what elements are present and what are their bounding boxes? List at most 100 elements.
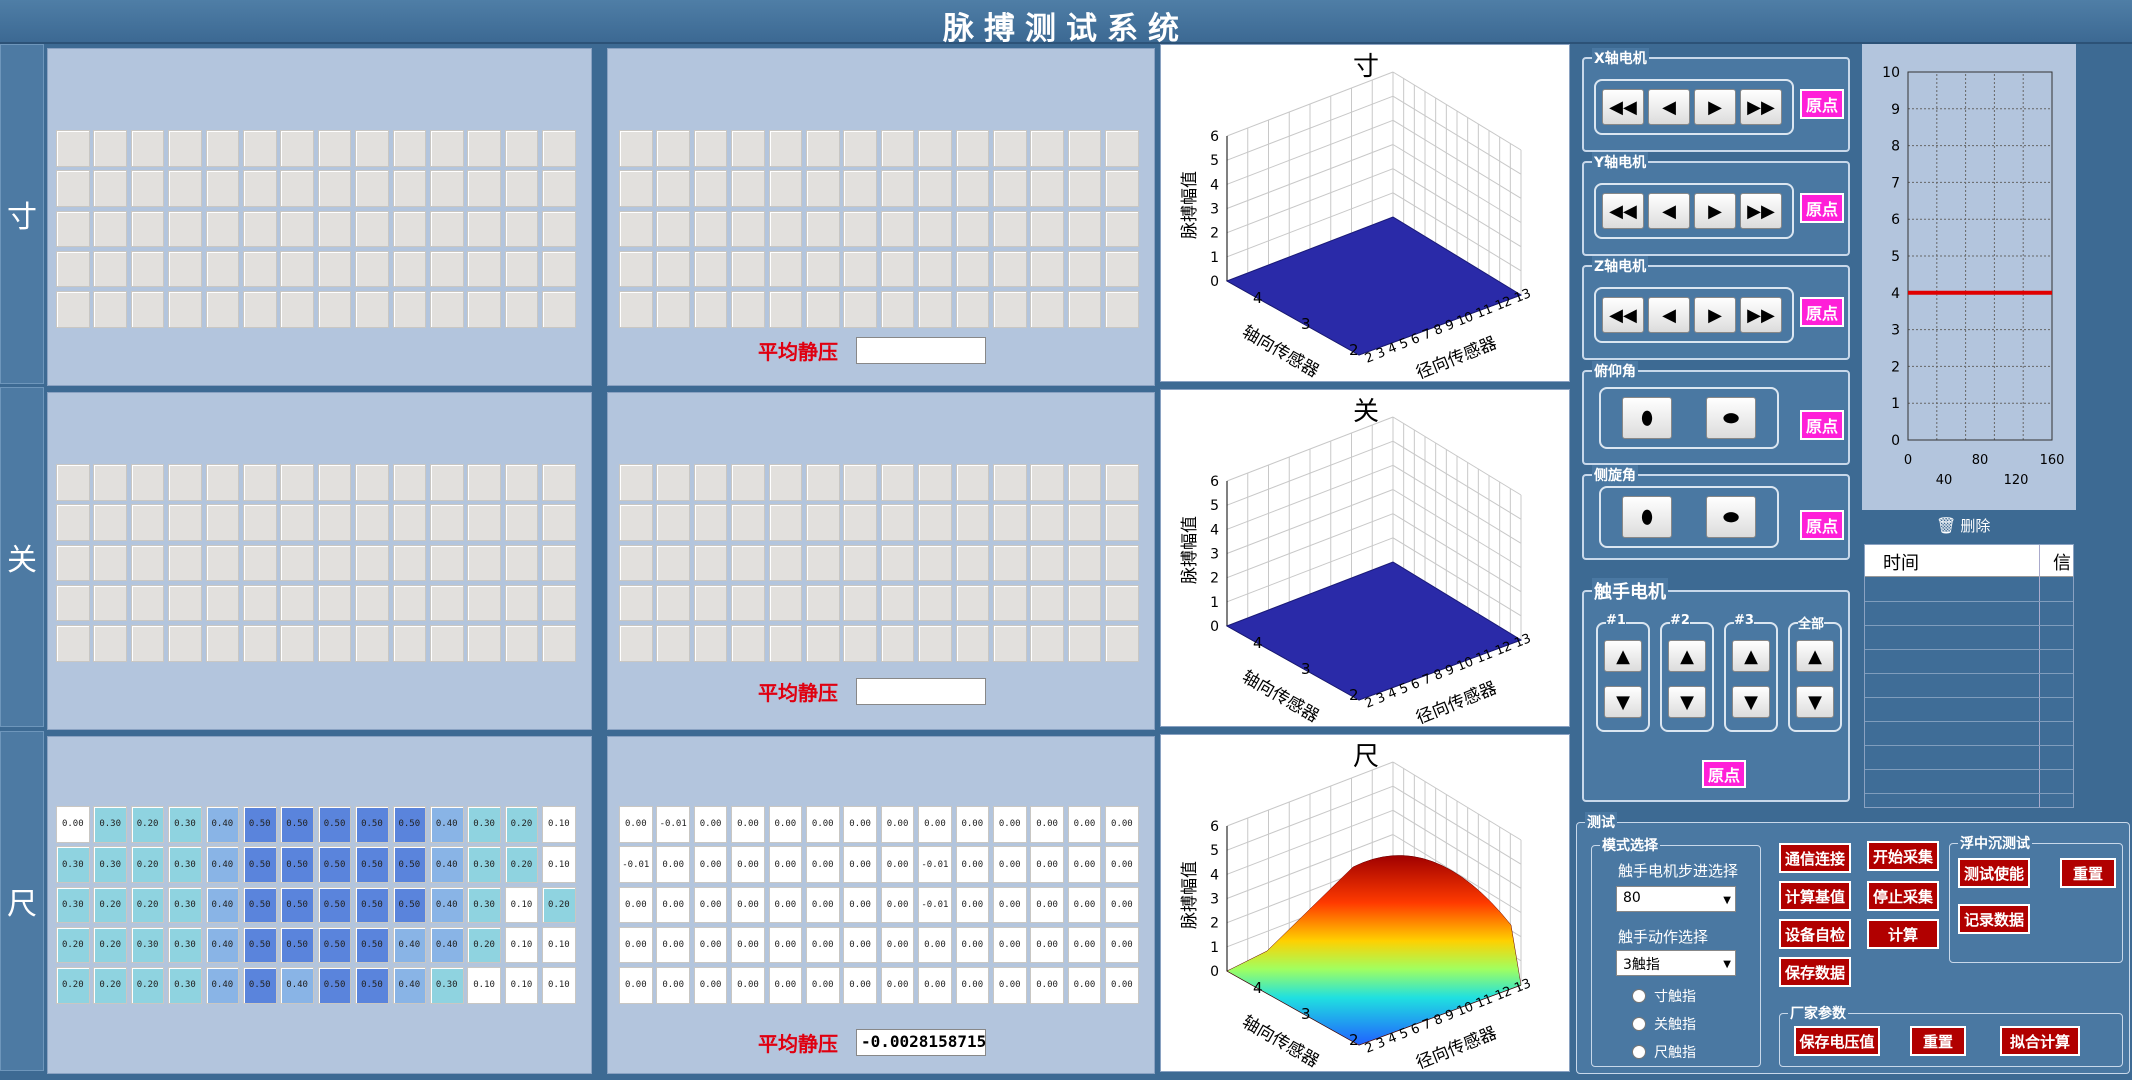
sensor-cell bbox=[880, 250, 915, 288]
row-label-cun: 寸 bbox=[0, 44, 44, 384]
sensor-cell bbox=[918, 544, 952, 582]
cun-pressure-field[interactable] bbox=[856, 337, 986, 364]
down-arrow-button[interactable]: ▼ bbox=[1732, 686, 1770, 718]
radio-chi[interactable]: 尺触指 bbox=[1632, 1042, 1696, 1062]
sensor-cell bbox=[205, 130, 240, 167]
roll-left-button[interactable]: ⬮ bbox=[1622, 496, 1672, 538]
sensor-cell: 0.50 bbox=[280, 806, 314, 843]
up-arrow-button[interactable]: ▲ bbox=[1796, 640, 1834, 672]
sensor-cell bbox=[918, 625, 952, 662]
factory-reset-button[interactable]: 重置 bbox=[1910, 1026, 1966, 1056]
float-label: 浮中沉测试 bbox=[1958, 833, 2032, 853]
fast-back-button[interactable]: ◀◀ bbox=[1602, 297, 1644, 333]
sensor-cell bbox=[1067, 504, 1102, 541]
delete-button[interactable]: 🗑 删除 bbox=[1936, 512, 2006, 538]
down-arrow-button[interactable]: ▼ bbox=[1604, 686, 1642, 718]
radio-cun[interactable]: 寸触指 bbox=[1632, 986, 1696, 1006]
sensor-cell: 0.30 bbox=[467, 846, 501, 883]
sensor-cell bbox=[992, 130, 1027, 167]
pitch-down-button[interactable]: ⬬ bbox=[1706, 397, 1756, 439]
step-forward-button[interactable]: ▶ bbox=[1694, 193, 1736, 229]
sensor-cell bbox=[355, 464, 389, 501]
roll-right-button[interactable]: ⬬ bbox=[1706, 496, 1756, 538]
sensor-cell bbox=[1105, 544, 1139, 582]
touch-origin-button[interactable]: 原点 bbox=[1702, 760, 1746, 788]
sensor-cell bbox=[56, 130, 90, 167]
stop-collect-button[interactable]: 停止采集 bbox=[1867, 881, 1939, 911]
sensor-cell bbox=[242, 130, 277, 167]
touch-col-label: #2 bbox=[1670, 613, 1690, 628]
sensor-cell bbox=[242, 291, 277, 328]
step-select[interactable]: 80 ▼ bbox=[1616, 886, 1736, 912]
pressure-label: 平均静压 bbox=[758, 340, 838, 364]
fit-calc-button[interactable]: 拟合计算 bbox=[2000, 1026, 2080, 1056]
roll-origin-button[interactable]: 原点 bbox=[1800, 510, 1844, 540]
sensor-cell bbox=[693, 291, 728, 328]
guan-pressure-field[interactable] bbox=[856, 678, 986, 705]
step-forward-button[interactable]: ▶ bbox=[1694, 89, 1736, 125]
record-data-button[interactable]: 记录数据 bbox=[1958, 904, 2030, 934]
calc-baseline-button[interactable]: 计算基值 bbox=[1779, 881, 1851, 911]
save-voltage-button[interactable]: 保存电压值 bbox=[1794, 1026, 1880, 1056]
connect-button[interactable]: 通信连接 bbox=[1779, 843, 1851, 873]
fast-back-button[interactable]: ◀◀ bbox=[1602, 193, 1644, 229]
action-select[interactable]: 3触指 ▼ bbox=[1616, 950, 1736, 976]
sensor-cell bbox=[56, 544, 90, 582]
pitch-origin-button[interactable]: 原点 bbox=[1800, 410, 1844, 440]
up-arrow-button[interactable]: ▲ bbox=[1604, 640, 1642, 672]
test-enable-button[interactable]: 测试使能 bbox=[1958, 858, 2030, 888]
step-back-button[interactable]: ◀ bbox=[1648, 297, 1690, 333]
radio-guan[interactable]: 关触指 bbox=[1632, 1014, 1696, 1034]
chi-pressure-field[interactable]: -0.0028158715 bbox=[856, 1029, 986, 1056]
step-forward-button[interactable]: ▶ bbox=[1694, 297, 1736, 333]
z-tick-label: 4 bbox=[1210, 522, 1219, 538]
self-check-button[interactable]: 设备自检 bbox=[1779, 919, 1851, 949]
start-collect-button[interactable]: 开始采集 bbox=[1867, 841, 1939, 871]
sensor-cell bbox=[205, 170, 240, 207]
sensor-cell bbox=[1105, 625, 1139, 662]
save-data-button[interactable]: 保存数据 bbox=[1779, 957, 1851, 987]
sensor-cell bbox=[504, 130, 539, 167]
sensor-cell: 0.00 bbox=[955, 926, 990, 964]
sensor-cell bbox=[693, 544, 728, 582]
up-arrow-button[interactable]: ▲ bbox=[1732, 640, 1770, 672]
z-origin-button[interactable]: 原点 bbox=[1800, 297, 1844, 327]
sensor-cell bbox=[805, 250, 840, 288]
x-tick-label: 4 bbox=[1253, 634, 1263, 652]
fast-back-button[interactable]: ◀◀ bbox=[1602, 89, 1644, 125]
fast-forward-button[interactable]: ▶▶ bbox=[1740, 297, 1782, 333]
sensor-cell: 0.50 bbox=[355, 967, 389, 1004]
down-arrow-button[interactable]: ▼ bbox=[1796, 686, 1834, 718]
chi-right-grid: 0.00 -0.01 0.00 0.00 0.00 0.00 0.00 0.00 0.00 0.0… bbox=[619, 806, 1139, 1004]
pitch-up-button[interactable]: ⬮ bbox=[1622, 397, 1672, 439]
sensor-cell bbox=[619, 625, 653, 662]
z-tick-label: 5 bbox=[1210, 498, 1219, 514]
y-tick-label: 3 bbox=[1891, 323, 1900, 339]
step-back-button[interactable]: ◀ bbox=[1648, 89, 1690, 125]
z-tick-label: 2 bbox=[1210, 226, 1219, 242]
x-origin-button[interactable]: 原点 bbox=[1800, 89, 1844, 119]
fast-forward-button[interactable]: ▶▶ bbox=[1740, 89, 1782, 125]
sensor-cell: 0.00 bbox=[880, 806, 915, 843]
sensor-cell: 0.00 bbox=[1067, 926, 1102, 964]
fast-forward-button[interactable]: ▶▶ bbox=[1740, 193, 1782, 229]
up-arrow-button[interactable]: ▲ bbox=[1668, 640, 1706, 672]
col-time: 时间 bbox=[1883, 553, 1919, 574]
sensor-cell: 0.00 bbox=[843, 926, 877, 964]
sensor-cell: 0.10 bbox=[467, 967, 501, 1004]
calculate-button[interactable]: 计算 bbox=[1867, 919, 1939, 949]
step-back-button[interactable]: ◀ bbox=[1648, 193, 1690, 229]
down-arrow-button[interactable]: ▼ bbox=[1668, 686, 1706, 718]
sensor-cell bbox=[130, 250, 165, 288]
float-reset-button[interactable]: 重置 bbox=[2060, 858, 2116, 888]
sensor-cell: 0.00 bbox=[731, 806, 765, 843]
sensor-cell bbox=[93, 170, 127, 207]
sensor-cell bbox=[693, 250, 728, 288]
sensor-cell bbox=[168, 130, 202, 167]
step-value: 80 bbox=[1623, 890, 1641, 906]
mode-group: 模式选择 触手电机步进选择 80 ▼ 触手动作选择 3触指 ▼ 寸触指 关触指 尺触… bbox=[1591, 835, 1761, 1067]
x-tick-label: 160 bbox=[2040, 453, 2065, 468]
sensor-cell bbox=[880, 170, 915, 207]
sensor-cell bbox=[918, 130, 952, 167]
y-origin-button[interactable]: 原点 bbox=[1800, 193, 1844, 223]
